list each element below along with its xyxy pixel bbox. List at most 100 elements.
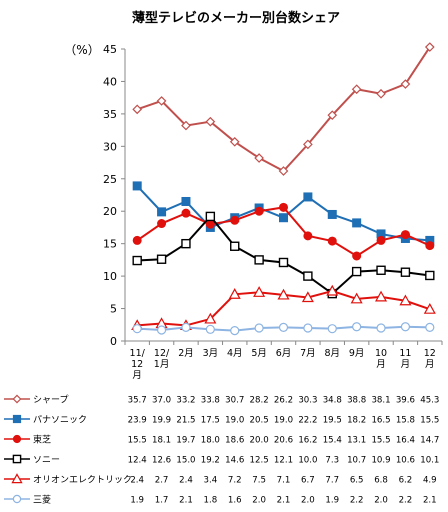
data-point xyxy=(156,325,167,335)
legend-marker xyxy=(12,454,22,464)
y-tick-label: 25 xyxy=(103,173,117,186)
table-cell: 19.0 xyxy=(225,416,244,426)
data-point xyxy=(181,196,191,206)
y-tick-label: 40 xyxy=(103,75,117,88)
table-cell: 19.2 xyxy=(201,456,220,466)
data-point xyxy=(350,292,363,304)
legend-marker xyxy=(12,394,22,404)
table-cell: 2.1 xyxy=(277,496,291,506)
data-point xyxy=(327,209,337,219)
table-cell: 33.8 xyxy=(201,396,220,406)
table-cell: 2.4 xyxy=(179,476,193,486)
table-cell: 10.9 xyxy=(371,456,390,466)
series-1 xyxy=(132,181,435,245)
data-point xyxy=(157,207,167,217)
axes: 0 5 10 15 20 25 30 35 40 45 11/12 月 12/1月 2月 3月 4月 5月 6月 7… xyxy=(103,43,443,381)
data-point xyxy=(204,312,217,324)
data-point xyxy=(132,235,142,245)
legend-label: 東芝 xyxy=(33,434,51,446)
series-5 xyxy=(132,322,435,336)
table-cell: 20.6 xyxy=(274,436,293,446)
data-point xyxy=(156,254,167,264)
data-point xyxy=(253,286,266,297)
table-cell: 15.5 xyxy=(420,416,439,426)
x-tick-label: 6月 xyxy=(276,348,292,359)
data-point xyxy=(351,84,362,95)
series-line xyxy=(137,214,430,295)
series-2 xyxy=(132,202,435,261)
data-point xyxy=(375,290,388,302)
table-cell: 20.5 xyxy=(250,416,269,426)
y-tick-label: 45 xyxy=(103,43,117,56)
data-point xyxy=(352,322,362,332)
table-cell: 7.7 xyxy=(325,476,339,486)
y-tick-label: 0 xyxy=(110,335,117,348)
table-cell: 21.5 xyxy=(176,416,195,426)
table-cell: 20.0 xyxy=(250,436,269,446)
table-cell: 38.8 xyxy=(347,396,366,406)
x-tick-label: 11/12 月 xyxy=(130,348,146,381)
data-point xyxy=(157,219,167,229)
data-point xyxy=(400,230,410,240)
data-point xyxy=(254,255,264,265)
table-cell: 2.0 xyxy=(252,496,266,506)
data-point xyxy=(254,153,264,163)
data-point xyxy=(400,267,411,277)
table-cell: 13.1 xyxy=(347,436,366,446)
data-point xyxy=(303,139,313,150)
data-point xyxy=(181,208,191,218)
data-point xyxy=(229,136,240,147)
table-cell: 7.2 xyxy=(228,476,242,486)
x-tick-label: 5月 xyxy=(251,348,267,359)
table-cell: 30.3 xyxy=(298,396,317,406)
legend-marker xyxy=(12,414,22,424)
table-row: パナソニック 23.9 19.9 21.5 17.5 19.0 20.5 19.0 22.2 19… xyxy=(4,415,439,426)
x-tick-label: 12 月 xyxy=(424,348,436,370)
data-table: シャープ 35.7 37.0 33.2 33.8 30.7 28.2 26.2 30.3 34.8… xyxy=(4,395,439,506)
data-point xyxy=(376,88,386,99)
table-cell: 35.7 xyxy=(128,396,147,406)
table-cell: 19.5 xyxy=(323,416,342,426)
table-row: 三菱 1.9 1.7 2.1 1.8 1.6 2.0 2.1 2.0 1.9 2.2 2.0 2.2 2.… xyxy=(4,494,437,506)
data-point xyxy=(303,192,313,202)
table-cell: 10.1 xyxy=(420,456,439,466)
table-cell: 10.7 xyxy=(347,456,366,466)
data-point xyxy=(376,235,386,245)
table-cell: 33.2 xyxy=(176,396,195,406)
table-cell: 2.0 xyxy=(374,496,388,506)
data-point xyxy=(181,322,191,332)
data-point xyxy=(425,270,435,281)
y-axis-unit: （%） xyxy=(64,43,99,57)
table-cell: 19.7 xyxy=(176,436,195,446)
data-point xyxy=(277,288,290,300)
table-cell: 12.1 xyxy=(274,456,293,466)
legend-marker xyxy=(12,494,22,504)
table-cell: 15.0 xyxy=(176,456,195,466)
table-cell: 14.6 xyxy=(225,456,244,466)
table-cell: 34.8 xyxy=(323,396,342,406)
data-point xyxy=(423,302,436,314)
data-point xyxy=(132,324,142,334)
data-point xyxy=(230,326,240,336)
table-cell: 2.1 xyxy=(423,496,437,506)
table-cell: 2.7 xyxy=(155,476,169,486)
data-point xyxy=(326,284,339,296)
table-cell: 15.8 xyxy=(396,416,415,426)
x-tick-label: 9月 xyxy=(349,348,365,359)
x-tick-label: 12/1月 xyxy=(154,348,170,370)
table-cell: 6.5 xyxy=(350,476,364,486)
data-point xyxy=(254,206,264,216)
data-point xyxy=(400,322,411,332)
table-cell: 12.5 xyxy=(250,456,269,466)
table-cell: 45.3 xyxy=(420,396,439,406)
y-tick-label: 20 xyxy=(103,205,117,218)
table-cell: 23.9 xyxy=(128,416,147,426)
table-cell: 19.9 xyxy=(152,416,171,426)
table-cell: 39.6 xyxy=(396,396,415,406)
data-point xyxy=(399,294,412,306)
data-point xyxy=(424,42,435,52)
table-cell: 37.0 xyxy=(152,396,171,406)
data-point xyxy=(400,79,411,89)
table-cell: 10.0 xyxy=(298,456,317,466)
